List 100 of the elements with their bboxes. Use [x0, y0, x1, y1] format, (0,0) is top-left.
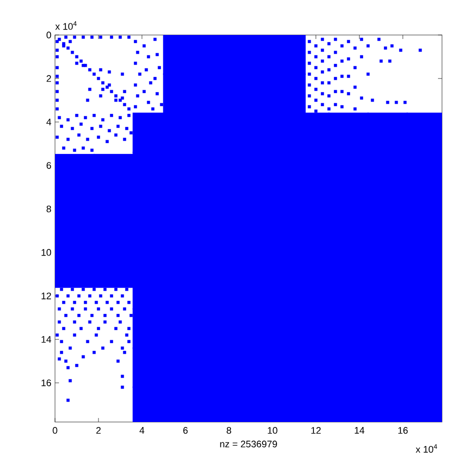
- point: [90, 148, 94, 152]
- point: [101, 88, 104, 91]
- point: [108, 70, 111, 74]
- point: [144, 68, 148, 72]
- x-tick-label: 16: [398, 427, 408, 434]
- point: [56, 40, 59, 44]
- point: [110, 114, 114, 117]
- point: [90, 36, 94, 39]
- point: [153, 38, 157, 41]
- point: [114, 133, 118, 137]
- point: [156, 92, 159, 96]
- point: [77, 133, 80, 137]
- point: [110, 90, 114, 94]
- point: [99, 94, 102, 98]
- point: [123, 138, 126, 141]
- point: [82, 36, 85, 39]
- x-tick-label: 4: [140, 427, 144, 434]
- point: [60, 124, 64, 128]
- point: [56, 55, 59, 58]
- x-tick-label: 6: [183, 427, 188, 434]
- text: x 10$^{4}$: [55, 21, 77, 30]
- point: [64, 36, 68, 39]
- point: [86, 98, 90, 102]
- point: [114, 94, 118, 98]
- point: [146, 55, 150, 58]
- point: [118, 36, 122, 39]
- point: [127, 114, 130, 117]
- y-tick-label: 14: [42, 336, 52, 343]
- point: [84, 116, 87, 120]
- point: [92, 72, 96, 76]
- point: [96, 76, 100, 80]
- text: x 10$^{4}$: [416, 444, 438, 453]
- x-tick-label: 0: [52, 427, 58, 434]
- point: [58, 38, 61, 41]
- point: [96, 136, 100, 139]
- point: [134, 40, 137, 44]
- point: [118, 98, 122, 102]
- x-tick-label: 12: [311, 427, 321, 434]
- point: [66, 118, 70, 122]
- point: [56, 98, 59, 102]
- point: [136, 94, 140, 98]
- y-tick-label: 4: [46, 118, 52, 126]
- point: [134, 83, 137, 87]
- point: [123, 103, 126, 106]
- point: [134, 62, 137, 65]
- x-tick-label: 10: [268, 427, 278, 434]
- point: [106, 86, 109, 89]
- point: [149, 81, 152, 84]
- point: [101, 81, 104, 84]
- point: [82, 146, 85, 150]
- point: [56, 66, 59, 70]
- point: [90, 126, 94, 130]
- point: [56, 107, 59, 110]
- point: [73, 148, 76, 152]
- y-tick-label: 6: [46, 162, 52, 169]
- point: [106, 140, 109, 144]
- point: [120, 72, 124, 76]
- y-tick-label: 8: [46, 206, 52, 212]
- point: [138, 72, 142, 76]
- y-tick-label: 10: [42, 249, 52, 256]
- point: [86, 138, 90, 141]
- point: [142, 44, 146, 48]
- point: [136, 50, 140, 54]
- point: [158, 66, 161, 70]
- point: [75, 62, 78, 65]
- point: [108, 129, 111, 132]
- point: [130, 131, 133, 134]
- point: [153, 76, 157, 80]
- point: [62, 146, 66, 150]
- x-tick-label: 2: [96, 427, 101, 434]
- x-tick-label: 14: [354, 427, 364, 434]
- point: [88, 68, 92, 72]
- point: [99, 124, 102, 128]
- point: [110, 36, 114, 39]
- point: [99, 68, 102, 72]
- point: [56, 90, 59, 94]
- point: [118, 116, 122, 120]
- point: [125, 126, 128, 130]
- point: [146, 100, 150, 104]
- point: [66, 46, 70, 50]
- point: [70, 126, 74, 130]
- point: [75, 114, 78, 117]
- point: [151, 107, 154, 110]
- point: [99, 36, 102, 39]
- point: [56, 48, 59, 52]
- point: [116, 124, 120, 128]
- point: [127, 36, 130, 39]
- point: [120, 96, 124, 100]
- x-axis-title: nz = 2536979: [220, 440, 277, 448]
- point: [127, 107, 130, 110]
- y-tick-label: 12: [42, 292, 51, 300]
- point: [101, 118, 104, 122]
- point: [160, 103, 164, 106]
- point: [75, 55, 78, 58]
- point: [142, 90, 146, 94]
- point: [56, 136, 59, 139]
- point: [80, 60, 83, 63]
- point: [70, 50, 74, 54]
- point: [66, 138, 70, 141]
- point: [80, 122, 83, 126]
